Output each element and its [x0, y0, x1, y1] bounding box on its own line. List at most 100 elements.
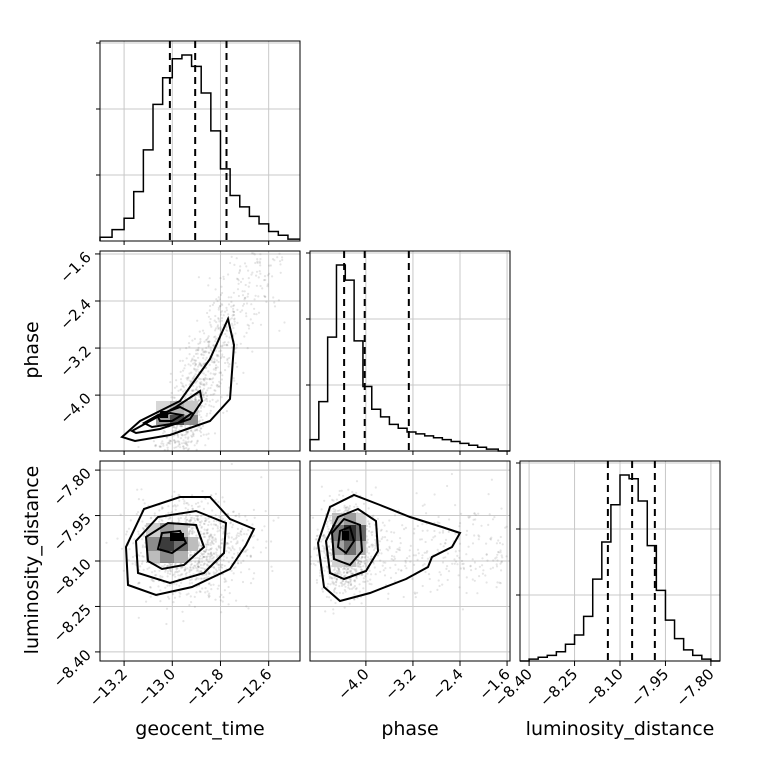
scatter-point: [335, 578, 338, 581]
scatter-point: [206, 400, 209, 403]
scatter-point: [205, 558, 208, 561]
scatter-point: [192, 521, 195, 524]
scatter-point: [342, 571, 345, 575]
scatter-point: [174, 575, 177, 578]
scatter-point: [220, 356, 223, 360]
scatter-point: [310, 562, 313, 566]
scatter-point: [190, 578, 193, 581]
scatter-point: [202, 354, 205, 357]
scatter-point: [175, 424, 179, 428]
scatter-point: [226, 344, 229, 347]
scatter-point: [245, 533, 248, 536]
scatter-point: [393, 555, 396, 558]
scatter-point: [222, 532, 225, 535]
scatter-point: [355, 569, 358, 572]
scatter-point: [490, 536, 493, 539]
scatter-point: [221, 496, 224, 499]
scatter-point: [191, 494, 194, 497]
scatter-point: [232, 310, 235, 313]
scatter-point: [327, 582, 330, 586]
scatter-point: [370, 583, 373, 586]
scatter-point: [266, 283, 269, 286]
scatter-point: [438, 571, 441, 574]
scatter-point: [215, 551, 218, 554]
scatter-point: [175, 567, 178, 570]
scatter-point: [184, 442, 187, 445]
scatter-point: [409, 544, 412, 548]
scatter-point: [142, 535, 145, 538]
scatter-point: [178, 591, 181, 594]
scatter-point: [211, 536, 214, 539]
scatter-point: [162, 444, 165, 447]
scatter-point: [216, 587, 219, 590]
scatter-point: [204, 350, 207, 353]
scatter-point: [135, 513, 138, 516]
scatter-point: [166, 564, 170, 568]
scatter-point: [195, 388, 198, 391]
scatter-point: [489, 567, 492, 570]
scatter-point: [216, 325, 219, 328]
scatter-point: [346, 568, 349, 571]
scatter-point: [125, 530, 129, 533]
scatter-point: [360, 557, 363, 560]
scatter-point: [487, 523, 490, 527]
scatter-point: [160, 518, 163, 522]
scatter-point: [252, 577, 255, 580]
scatter-point: [194, 352, 198, 355]
scatter-point: [226, 541, 229, 545]
scatter-point: [187, 519, 191, 522]
scatter-point: [207, 432, 210, 435]
scatter-point: [337, 568, 340, 571]
scatter-point: [176, 504, 179, 507]
scatter-point: [207, 582, 210, 585]
scatter-point: [271, 258, 275, 261]
scatter-point: [219, 372, 223, 375]
contour-inner-geocent-lumdist: [144, 521, 206, 571]
scatter-point: [213, 552, 216, 555]
scatter-point: [458, 586, 461, 589]
scatter-point: [192, 434, 195, 438]
scatter-point: [153, 512, 156, 515]
scatter-point: [176, 571, 179, 574]
scatter-point: [219, 382, 222, 385]
scatter-point: [328, 577, 331, 580]
scatter-point: [191, 339, 194, 342]
scatter-point: [202, 564, 205, 567]
scatter-point: [191, 529, 194, 532]
scatter-point: [365, 524, 368, 528]
scatter-point: [165, 607, 169, 610]
scatter-point: [414, 592, 417, 595]
scatter-point: [370, 533, 374, 537]
scatter-point: [320, 508, 323, 511]
scatter-point: [190, 434, 193, 437]
scatter-point: [214, 538, 217, 541]
scatter-point: [193, 564, 196, 567]
scatter-point: [211, 527, 214, 530]
scatter-point: [194, 396, 197, 399]
scatter-point: [224, 332, 227, 336]
scatter-point: [216, 324, 219, 327]
scatter-point: [210, 554, 213, 557]
scatter-point: [321, 590, 325, 593]
scatter-point: [205, 572, 208, 575]
scatter-point: [227, 561, 230, 564]
scatter-point: [251, 535, 254, 538]
scatter-point: [357, 560, 360, 563]
scatter-point: [390, 554, 394, 558]
scatter-point: [169, 512, 172, 515]
scatter-point: [231, 310, 234, 313]
scatter-point: [380, 528, 383, 531]
scatter-point: [376, 554, 379, 557]
scatter-point: [270, 565, 273, 568]
scatter-point: [227, 273, 230, 276]
scatter-point: [212, 377, 215, 380]
density-cell: [342, 531, 349, 540]
scatter-point: [190, 562, 193, 566]
scatter-point: [245, 312, 248, 315]
scatter-point: [203, 555, 206, 558]
scatter-point: [214, 349, 217, 352]
scatter-point: [487, 493, 490, 496]
scatter-point: [170, 391, 173, 395]
scatter-point: [362, 565, 365, 568]
scatter-point: [368, 558, 371, 561]
